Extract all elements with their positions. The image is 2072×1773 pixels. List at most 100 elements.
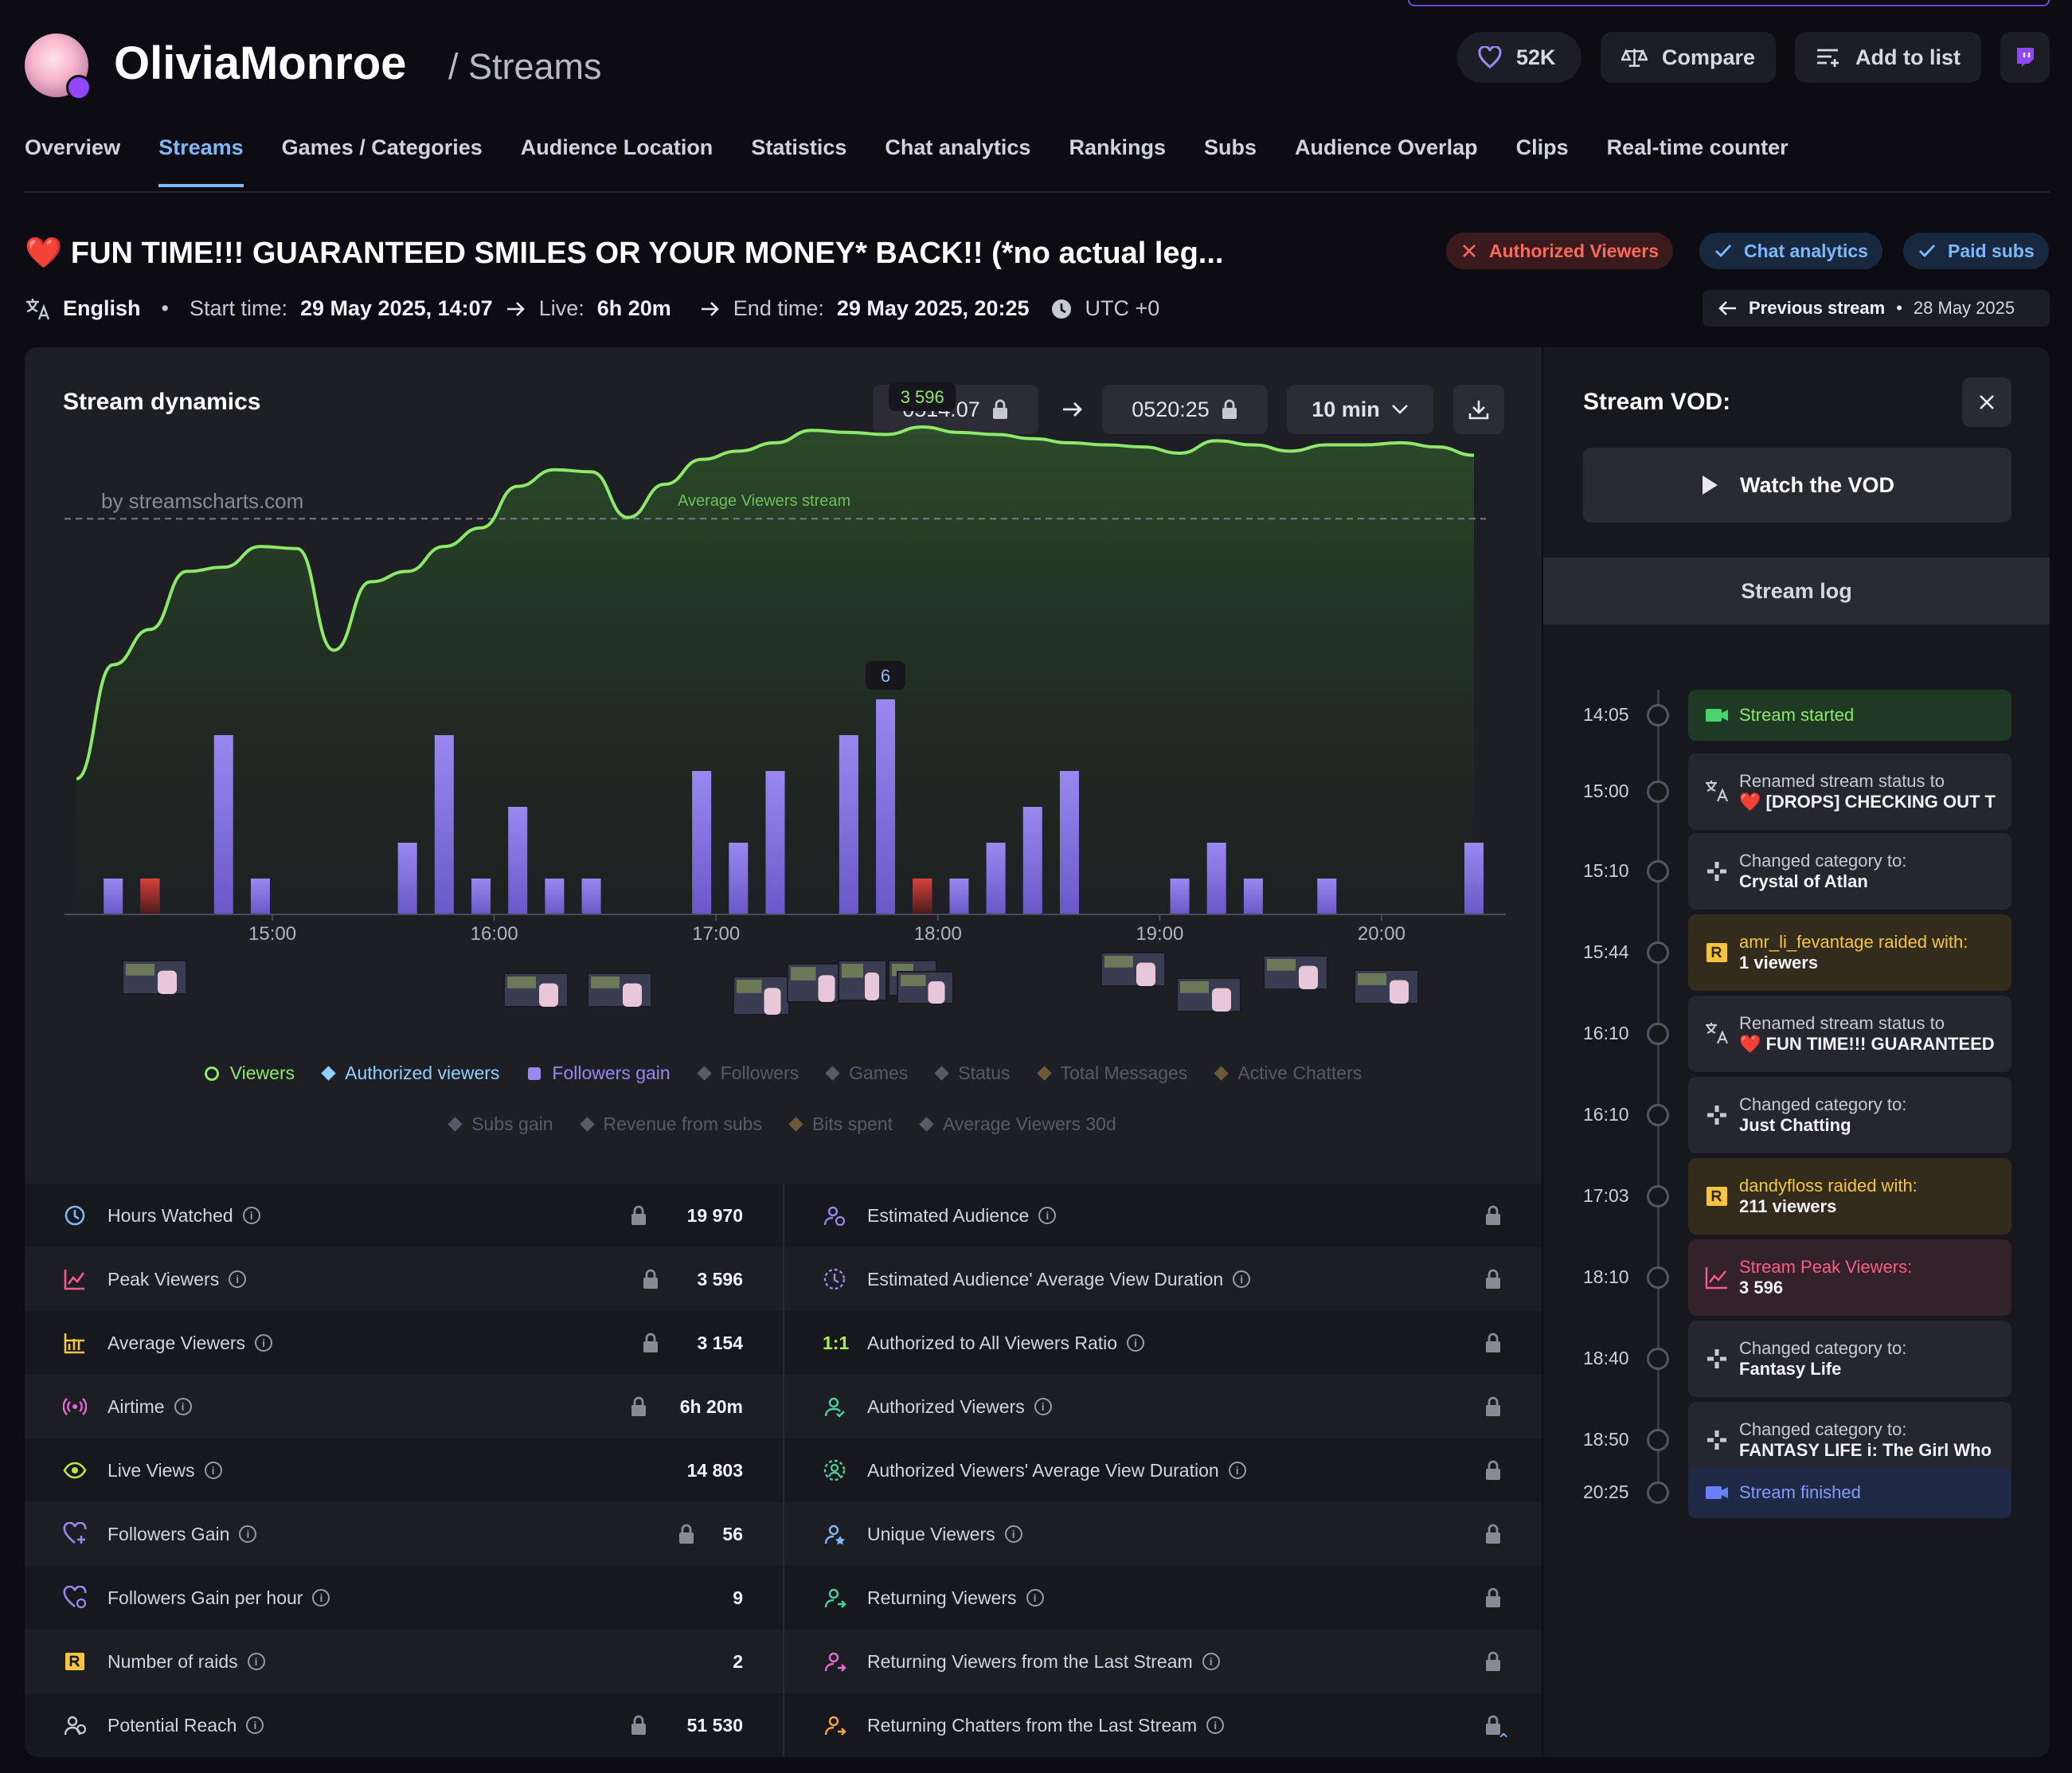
followers-gain-bar[interactable] [581,879,601,914]
category-thumbnail[interactable] [587,973,652,1008]
previous-stream-button[interactable]: Previous stream • 28 May 2025 [1703,290,2050,327]
followers-gain-bar[interactable] [397,843,417,914]
followers-gain-bar[interactable] [250,879,270,914]
tab-chat-analytics[interactable]: Chat analytics [885,135,1031,159]
authorized-viewers-bar[interactable] [913,879,932,914]
watch-vod-button[interactable]: Watch the VOD [1583,448,2011,523]
lock-icon[interactable] [1484,1396,1502,1417]
legend-item[interactable]: Status [934,1063,1011,1084]
log-entry-raid[interactable]: dandyfloss raided with: 211 viewers [1688,1158,2011,1235]
log-entry-raid[interactable]: amr_li_fevantage raided with: 1 viewers [1688,914,2011,991]
interval-select[interactable]: 10 min [1287,385,1433,434]
lock-icon[interactable] [1484,1651,1502,1672]
log-entry-rename[interactable]: Renamed stream status to ❤️ [DROPS] CHECK… [1688,753,2011,830]
lock-icon[interactable] [678,1524,695,1544]
close-vod-button[interactable] [1962,378,2011,427]
category-thumbnail[interactable] [1354,969,1419,1004]
log-entry-end[interactable]: Stream finished [1688,1467,2011,1518]
info-icon[interactable]: i [174,1398,192,1415]
legend-item[interactable]: Average Viewers 30d [919,1114,1116,1135]
info-icon[interactable]: i [255,1334,273,1352]
download-button[interactable] [1453,385,1504,434]
info-icon[interactable]: i [246,1716,264,1734]
lock-icon[interactable] [630,1205,647,1226]
followers-gain-bar[interactable] [765,771,785,914]
followers-gain-bar[interactable] [1243,879,1263,914]
chip-chat-analytics[interactable]: Chat analytics [1699,233,1882,269]
legend-item[interactable]: Authorized viewers [321,1063,499,1084]
lock-icon[interactable] [630,1396,647,1417]
tab-rankings[interactable]: Rankings [1069,135,1166,159]
add-to-list-button[interactable]: Add to list [1795,32,1981,83]
log-entry-category[interactable]: Changed category to: Just Chatting [1688,1077,2011,1153]
info-icon[interactable]: i [1004,1525,1022,1543]
category-thumbnail[interactable] [503,973,569,1008]
tab-clips[interactable]: Clips [1515,135,1569,159]
category-thumbnail[interactable] [1176,977,1241,1012]
info-icon[interactable]: i [1202,1653,1220,1670]
category-thumbnail[interactable] [838,960,887,1001]
followers-gain-bar[interactable] [213,735,233,914]
tab-statistics[interactable]: Statistics [751,135,847,159]
followers-gain-bar[interactable] [876,699,896,914]
followers-gain-bar[interactable] [949,879,969,914]
lock-icon[interactable] [642,1333,659,1353]
followers-gain-bar[interactable] [508,807,528,914]
followers-gain-bar[interactable] [471,879,491,914]
info-icon[interactable]: i [1206,1716,1225,1734]
info-icon[interactable]: i [247,1653,265,1670]
compare-button[interactable]: Compare [1601,32,1776,83]
info-icon[interactable]: i [239,1525,257,1543]
log-entry-category[interactable]: Changed category to: Crystal of Atlan [1688,833,2011,910]
followers-gain-bar[interactable] [692,771,712,914]
twitch-link-button[interactable] [2000,32,2050,83]
category-thumbnail[interactable] [122,960,187,995]
lock-icon[interactable] [1484,1269,1502,1290]
category-thumbnail[interactable] [1101,952,1166,987]
info-icon[interactable]: i [229,1270,247,1288]
legend-item[interactable]: Subs gain [448,1114,553,1135]
tab-subs[interactable]: Subs [1203,135,1257,159]
lock-icon[interactable] [1484,1524,1502,1544]
followers-gain-bar[interactable] [986,843,1006,914]
tab-streams[interactable]: Streams [158,135,244,187]
info-icon[interactable]: i [1038,1207,1057,1224]
log-entry-peak[interactable]: Stream Peak Viewers: 3 596 [1688,1239,2011,1316]
likes-button[interactable]: 52K [1457,32,1581,83]
log-entry-start[interactable]: Stream started [1688,690,2011,741]
log-entry-category[interactable]: Changed category to: FANTASY LIFE i: The … [1688,1402,2011,1478]
legend-item[interactable]: Games [825,1063,908,1084]
legend-item[interactable]: Viewers [204,1063,295,1084]
tab-audience-location[interactable]: Audience Location [520,135,713,159]
channel-avatar[interactable] [25,33,92,100]
info-icon[interactable]: i [1034,1398,1052,1415]
lock-icon[interactable] [1484,1715,1502,1736]
followers-gain-bar[interactable] [434,735,454,914]
chip-authorized-viewers[interactable]: Authorized Viewers [1446,233,1674,269]
tab-games-categories[interactable]: Games / Categories [281,135,483,159]
authorized-viewers-bar[interactable] [140,879,160,914]
channel-name[interactable]: OliviaMonroe [114,37,407,89]
tab-real-time-counter[interactable]: Real-time counter [1606,135,1789,159]
followers-gain-bar[interactable] [1464,843,1484,914]
followers-gain-bar[interactable] [104,879,123,914]
followers-gain-bar[interactable] [1206,843,1226,914]
lock-icon[interactable] [1484,1205,1502,1226]
chip-paid-subs[interactable]: Paid subs [1903,233,2049,269]
lock-icon[interactable] [630,1715,647,1736]
info-icon[interactable]: i [204,1462,222,1479]
legend-item[interactable]: Total Messages [1036,1063,1187,1084]
tab-overview[interactable]: Overview [25,135,121,159]
lock-icon[interactable] [1484,1333,1502,1353]
followers-gain-bar[interactable] [545,879,565,914]
followers-gain-bar[interactable] [839,735,858,914]
info-icon[interactable]: i [1127,1334,1145,1352]
log-entry-rename[interactable]: Renamed stream status to ❤️ FUN TIME!!! G… [1688,996,2011,1072]
end-time-input[interactable]: 0520:25 [1102,385,1268,434]
stream-chart[interactable]: Average Viewers stream by streamscharts.c… [25,347,1542,1032]
info-icon[interactable]: i [1233,1270,1251,1288]
category-thumbnail[interactable] [787,963,844,1003]
legend-item[interactable]: Bits spent [788,1114,893,1135]
legend-item[interactable]: Revenue from subs [579,1114,762,1135]
scroll-up-icon[interactable]: ⌃ [1496,1730,1511,1750]
